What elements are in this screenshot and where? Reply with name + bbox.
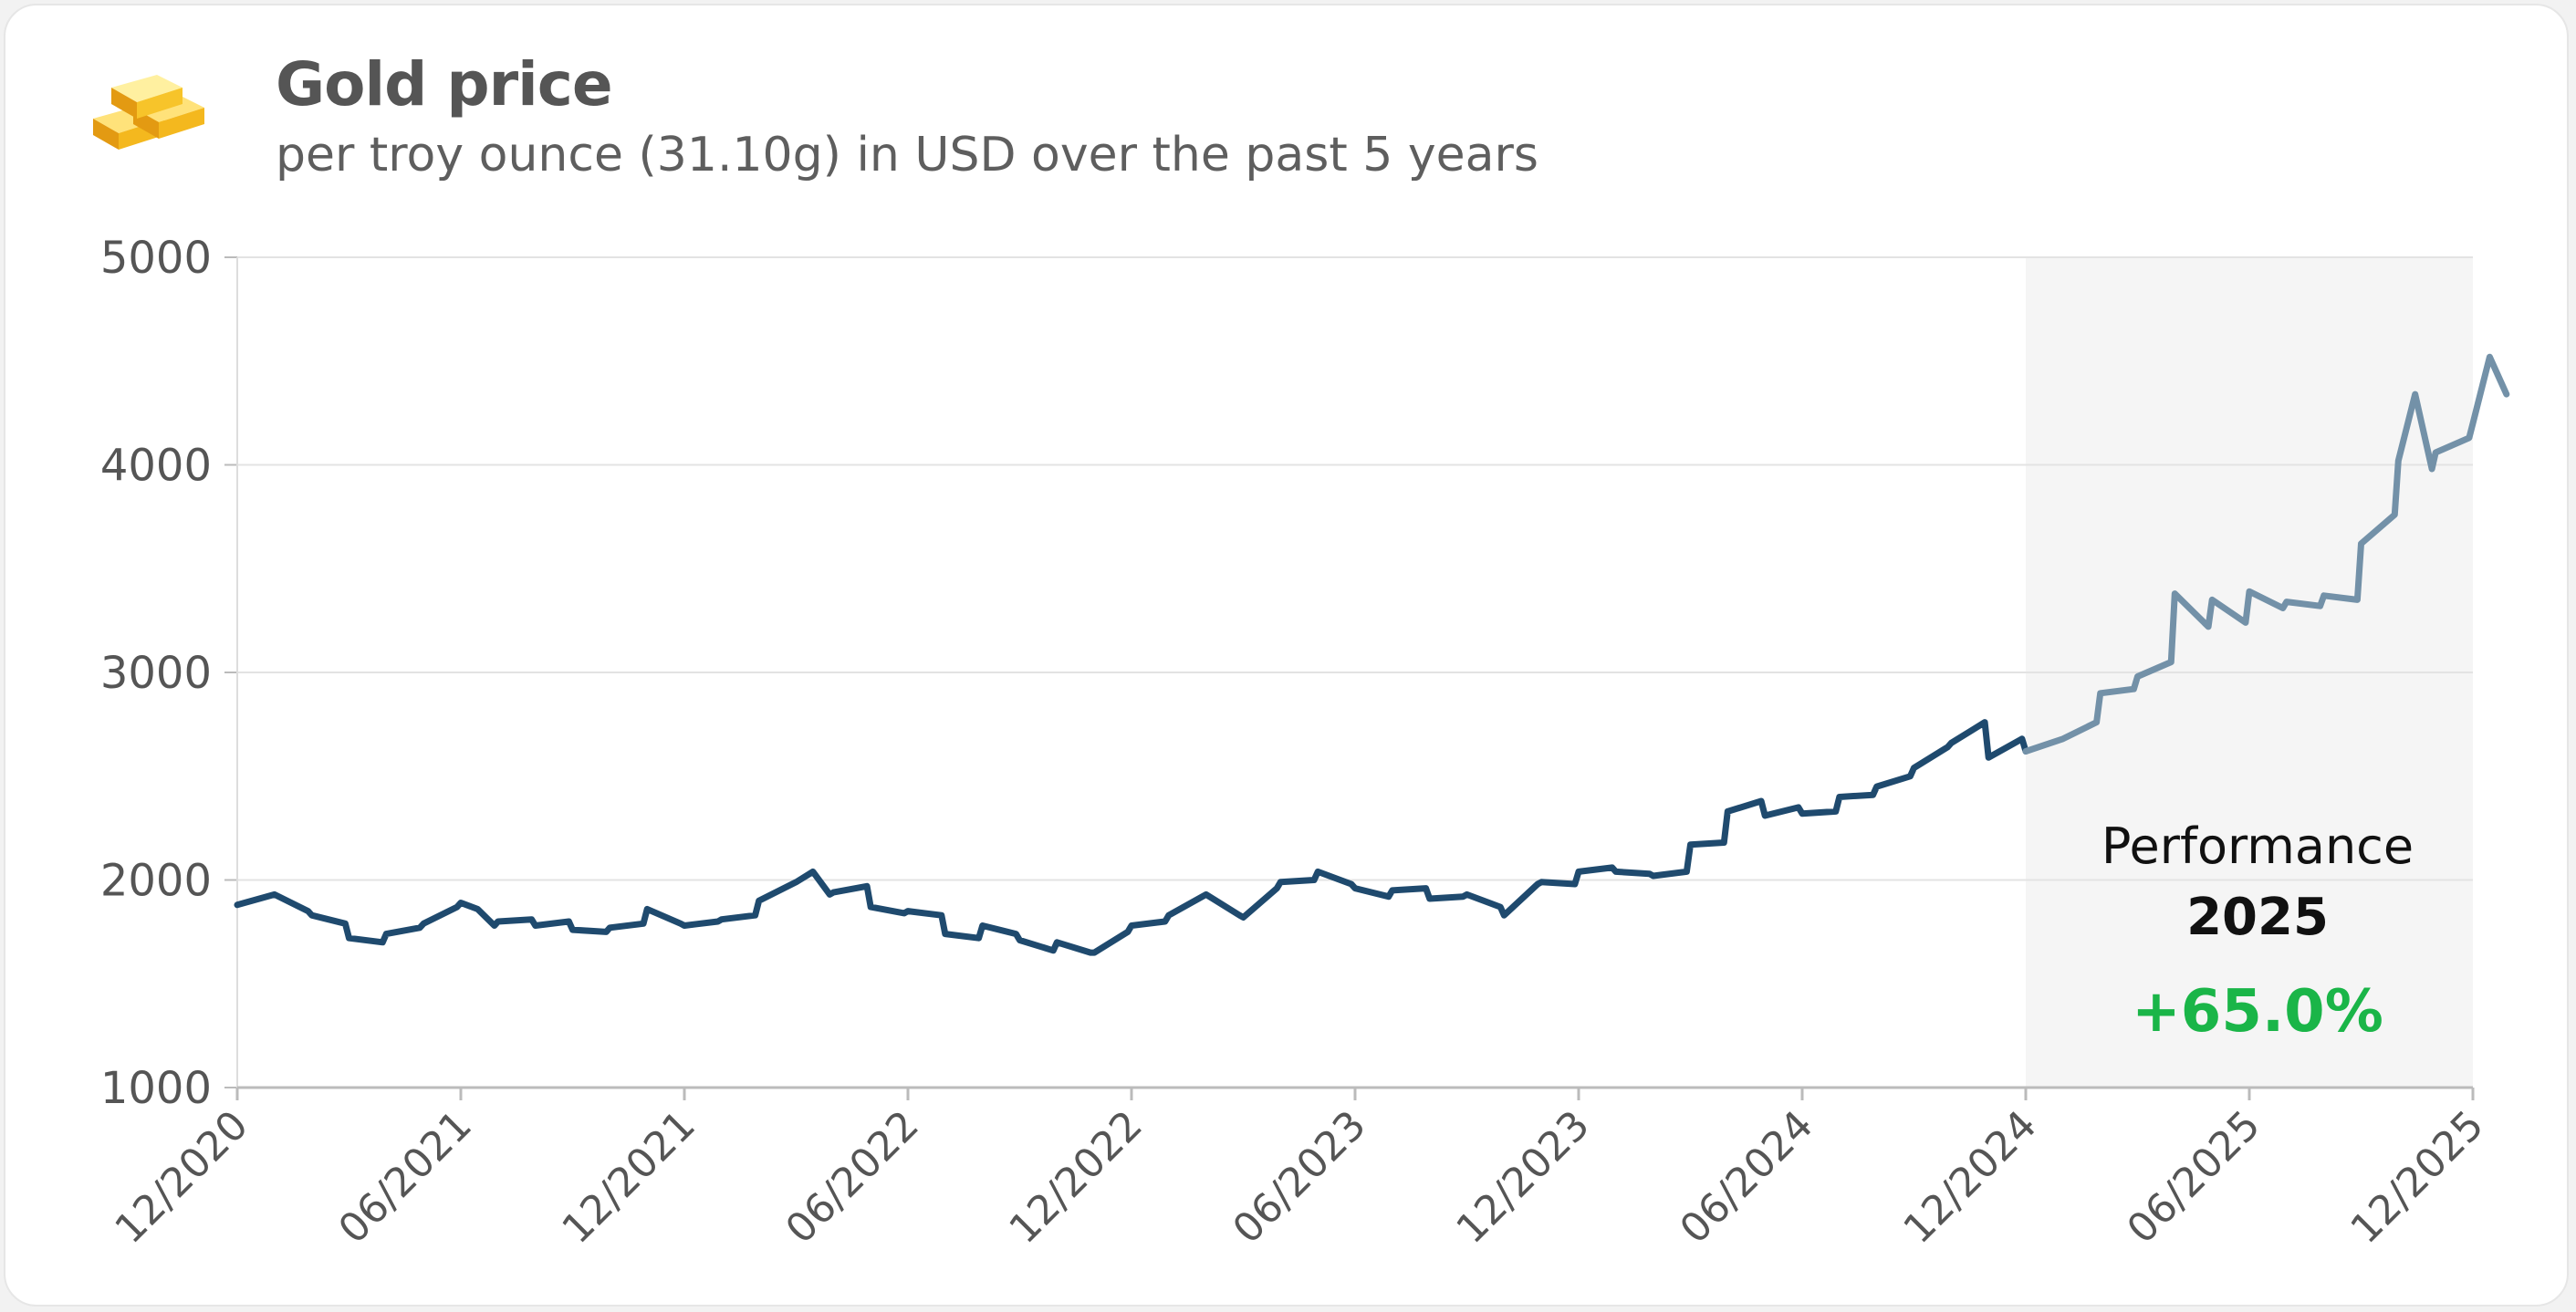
x-tick-label: 12/2020 [106,1102,256,1253]
y-tick-label: 2000 [100,856,212,907]
series-line [234,719,2029,956]
x-tick-label: 06/2023 [1224,1102,1374,1253]
performance-label: Performance [2101,817,2414,875]
x-tick-label: 12/2023 [1447,1102,1598,1253]
performance-year: 2025 [2186,888,2329,947]
performance-box: Performance 2025 +65.0% [2101,817,2414,1046]
x-tick-label: 06/2022 [777,1102,927,1253]
x-tick-label: 12/2025 [2341,1102,2492,1253]
x-tick-label: 12/2024 [1894,1102,2045,1253]
x-tick-label: 06/2021 [329,1102,480,1253]
series-line [2022,353,2510,755]
y-tick-label: 3000 [100,648,212,699]
gold-bars-icon [93,75,204,150]
y-axis-ticks: 1000 2000 3000 4000 5000 [100,233,212,1114]
chart-title: Gold price [276,49,613,120]
x-axis-ticks: 12/2020 06/2021 12/2021 06/2022 12/2022 06/20… [106,1088,2493,1253]
x-tick-label: 12/2022 [1000,1102,1151,1253]
y-tick-label: 4000 [100,441,212,492]
x-tick-label: 06/2024 [1671,1102,1821,1253]
performance-value: +65.0% [2132,978,2383,1046]
y-tick-label: 5000 [100,233,212,284]
series-lines [234,353,2510,956]
chart-subtitle: per troy ounce (31.10g) in USD over the … [276,128,1538,182]
y-tick-label: 1000 [100,1063,212,1114]
x-tick-label: 12/2021 [553,1102,704,1253]
x-tick-label: 06/2025 [2118,1102,2268,1253]
